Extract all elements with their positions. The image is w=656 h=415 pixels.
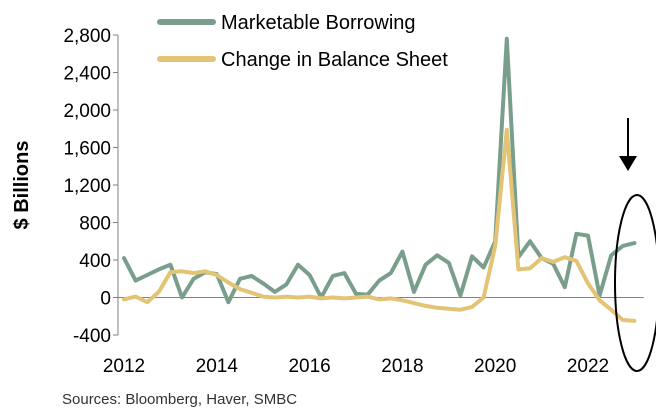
- x-tick-label: 2018: [381, 356, 423, 377]
- y-tick-label: 1,200: [63, 176, 111, 197]
- legend-label-marketable-borrowing: Marketable Borrowing: [221, 12, 416, 34]
- x-tick-label: 2016: [288, 356, 330, 377]
- annotation-arrow-head-icon: [619, 156, 637, 171]
- y-tick-label: 2,800: [63, 26, 111, 47]
- legend-label-change-in-balance-sheet: Change in Balance Sheet: [221, 49, 448, 71]
- x-axis-ticks: 2012 2014 2016 2018 2020 2022: [103, 356, 609, 377]
- x-tick-label: 2022: [567, 356, 609, 377]
- series-layer: [122, 36, 637, 323]
- annotation-highlight-ellipse: [614, 194, 656, 372]
- x-tick-label: 2012: [103, 356, 145, 377]
- series-line-marketable-borrowing: [122, 36, 637, 305]
- legend: Marketable Borrowing Change in Balance S…: [157, 12, 448, 71]
- y-tick-label: 1,600: [63, 139, 111, 160]
- series-line-change-in-balance-sheet: [122, 127, 637, 323]
- y-tick-label: -400: [73, 326, 111, 347]
- y-tick-label: 2,400: [63, 64, 111, 85]
- chart: Marketable Borrowing Change in Balance S…: [11, 12, 656, 377]
- x-tick-label: 2014: [196, 356, 239, 377]
- y-tick-label: 0: [100, 289, 111, 310]
- y-tick-label: 2,000: [63, 101, 111, 122]
- source-note: Sources: Bloomberg, Haver, SMBC: [62, 391, 298, 408]
- y-axis-ticks: -400 0 400 800 1,200 1,600 2,000 2,400 2,800: [63, 26, 118, 347]
- y-tick-label: 400: [79, 251, 111, 272]
- x-tick-label: 2020: [474, 356, 516, 377]
- y-axis-label: $ Billions: [11, 141, 33, 230]
- annotation: [614, 118, 656, 372]
- y-tick-label: 800: [79, 214, 111, 235]
